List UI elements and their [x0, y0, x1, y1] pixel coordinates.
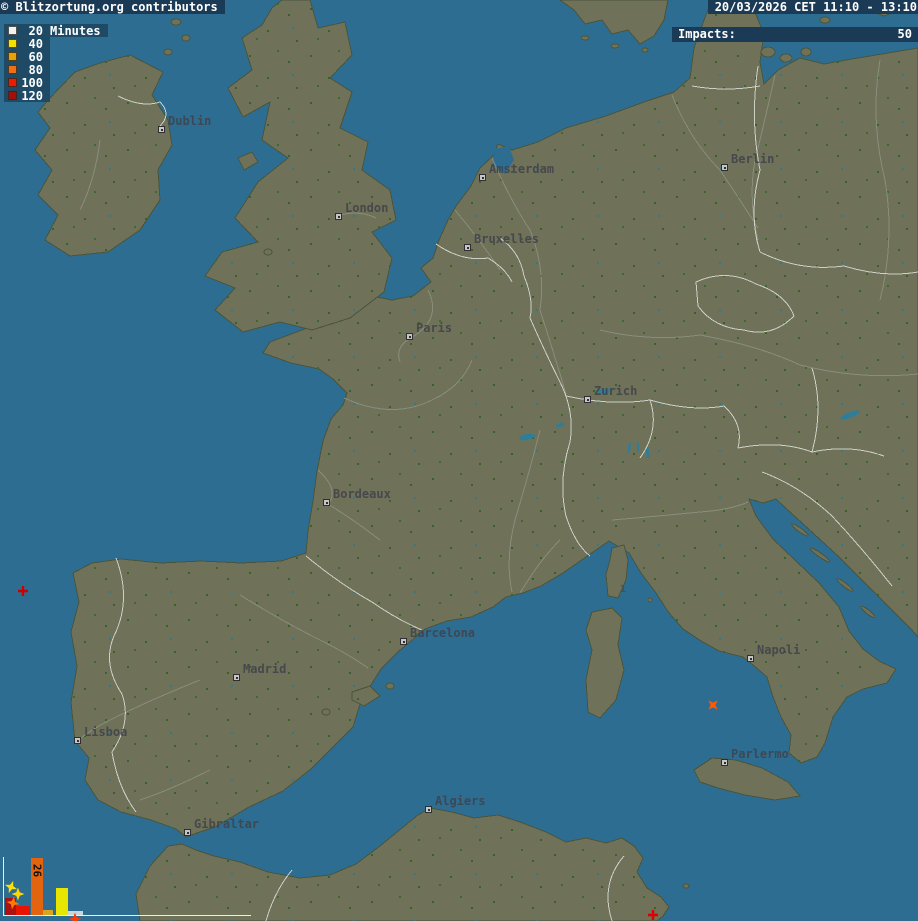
attribution-bar: © Blitzortung.org contributors [0, 0, 225, 14]
impacts-label: Impacts: [678, 27, 736, 41]
legend-swatch-20 [8, 26, 17, 35]
legend-row-100: 100 [4, 75, 50, 90]
histogram-bar-4 [43, 910, 53, 915]
legend-minutes-value: 120 [21, 88, 43, 103]
legend-unit-label: Minutes [50, 23, 101, 38]
legend-minutes-value: 80 [28, 62, 43, 77]
legend-swatch-100 [8, 78, 17, 87]
age-legend: 20 Minutes 40 60 80 100 120 [4, 23, 108, 103]
legend-minutes-value: 60 [28, 49, 43, 64]
histogram-bar-6 [68, 911, 83, 915]
legend-swatch-60 [8, 52, 17, 61]
histogram-y-axis [3, 857, 4, 916]
histogram-bar-value: 26 [30, 863, 44, 878]
legend-minutes-value: 20 [28, 23, 43, 38]
histogram-x-axis [3, 915, 251, 916]
lakes [519, 388, 860, 459]
legend-row-60: 60 [4, 49, 50, 64]
legend-row-40: 40 [4, 36, 50, 51]
legend-row-20: 20 Minutes [4, 23, 108, 38]
legend-swatch-40 [8, 39, 17, 48]
legend-row-120: 120 [4, 88, 50, 103]
strike-histogram: 26 [0, 855, 260, 921]
histogram-bar-2 [16, 906, 30, 915]
legend-minutes-value: 40 [28, 36, 43, 51]
histogram-bar-5 [56, 888, 68, 915]
legend-swatch-120 [8, 91, 17, 100]
legend-swatch-80 [8, 65, 17, 74]
legend-minutes-value: 100 [21, 75, 43, 90]
datetime-bar: 20/03/2026 CET 11:10 - 13:10 [707, 0, 918, 14]
histogram-bar-3: 26 [30, 858, 44, 915]
rivers [75, 59, 918, 801]
impacts-box: Impacts: 50 [672, 27, 918, 42]
legend-row-80: 80 [4, 62, 50, 77]
histogram-bar-1 [5, 898, 16, 915]
impacts-value: 50 [897, 27, 912, 41]
